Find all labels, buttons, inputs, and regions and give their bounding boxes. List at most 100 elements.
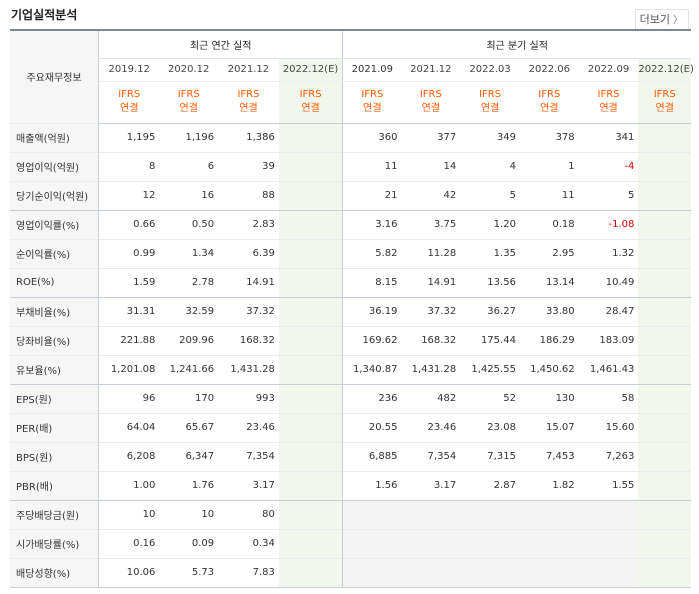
- table-row: PBR(배) 1.00 1.76 3.17 1.56 3.17 2.87 1.82 1.55: [10, 470, 691, 500]
- table-cell: 7,315: [460, 441, 520, 471]
- period-header: 2022.09: [578, 58, 639, 82]
- ifrs-text: IFRS: [237, 89, 260, 100]
- table-cell: 378: [519, 122, 579, 152]
- row-label: EPS(원): [10, 383, 100, 413]
- table-cell: 5.73: [159, 557, 219, 587]
- table-cell: [278, 325, 343, 355]
- table-cell: 0.34: [218, 528, 279, 558]
- consolidated-text: 연결: [655, 103, 674, 114]
- period-header: 2020.12: [159, 58, 219, 82]
- table-cell: 11: [342, 151, 402, 181]
- table-row: 당기순이익(억원) 12 16 88 21 42 5 11 5: [10, 180, 691, 210]
- table-cell: [278, 383, 343, 413]
- table-cell: [578, 528, 639, 558]
- consolidated-text: 연결: [421, 103, 441, 114]
- table-cell: 12: [98, 180, 160, 210]
- table-cell: 5: [578, 180, 639, 210]
- table-cell: [578, 557, 639, 587]
- table-cell: [342, 499, 402, 529]
- consolidated-text: 연결: [239, 103, 258, 114]
- table-cell: [638, 499, 691, 529]
- table-cell: [278, 209, 343, 239]
- table-cell: 14.91: [401, 267, 461, 297]
- table-cell: 20.55: [342, 412, 402, 442]
- table-cell: 1.82: [519, 470, 579, 500]
- table-cell: 168.32: [401, 325, 461, 355]
- section-title: 기업실적분석: [11, 8, 78, 22]
- table-cell: 15.60: [578, 412, 639, 442]
- consolidated-text: 연결: [363, 103, 382, 114]
- table-cell: 52: [460, 383, 520, 413]
- table-cell: [638, 354, 691, 384]
- table-row: ROE(%) 1.59 2.78 14.91 8.15 14.91 13.56 13.14 10…: [10, 267, 691, 297]
- table-cell: 6: [159, 151, 219, 181]
- period-header: 2021.09: [342, 58, 402, 82]
- row-label: 영업이익률(%): [10, 209, 100, 239]
- table-cell: 3.17: [218, 470, 279, 500]
- table-cell: [278, 441, 343, 471]
- ifrs-text: IFRS: [299, 89, 322, 100]
- consolidated-text: 연결: [540, 103, 559, 114]
- table-cell: 14: [401, 151, 461, 181]
- table-cell: 36.19: [342, 296, 402, 326]
- annual-group-header: 최근 연간 실적: [98, 30, 344, 59]
- table-cell: 349: [460, 122, 520, 152]
- table-cell: 39: [218, 151, 279, 181]
- table-cell: [519, 528, 579, 558]
- row-label: 당좌비율(%): [10, 325, 100, 355]
- table-cell: 221.88: [98, 325, 160, 355]
- table-row: 배당성향(%) 10.06 5.73 7.83: [10, 557, 691, 587]
- period-header: 2021.12: [401, 58, 461, 82]
- table-cell: [638, 151, 691, 181]
- table-cell: 1.76: [159, 470, 219, 500]
- row-label: PER(배): [10, 412, 100, 442]
- period-header: 2022.03: [460, 58, 520, 82]
- ifrs-text: IFRS: [653, 89, 676, 100]
- table-cell: 2.83: [218, 209, 279, 239]
- row-label: ROE(%): [10, 267, 100, 297]
- table-row: 부채비율(%) 31.31 32.59 37.32 36.19 37.32 36.27 33.…: [10, 296, 691, 326]
- table-cell: 8: [98, 151, 160, 181]
- table-cell: 1,241.66: [159, 354, 219, 384]
- row-label: 매출액(억원): [10, 122, 100, 152]
- period-header: 2022.12(E): [278, 58, 343, 82]
- ifrs-text: IFRS: [177, 89, 200, 100]
- table-row: 주당배당금(원) 10 10 80: [10, 499, 691, 529]
- table-cell: [638, 296, 691, 326]
- table-cell: 1.56: [342, 470, 402, 500]
- table-cell: 14.91: [218, 267, 279, 297]
- quarter-group-header: 최근 분기 실적: [342, 30, 691, 59]
- table-cell: [638, 412, 691, 442]
- table-cell: 1,425.55: [460, 354, 520, 384]
- table-cell: 21: [342, 180, 402, 210]
- period-header: 2021.12: [218, 58, 279, 82]
- table-cell: 80: [218, 499, 279, 529]
- table-cell: 16: [159, 180, 219, 210]
- table-cell: [401, 528, 461, 558]
- consolidated-text: 연결: [120, 103, 139, 114]
- table-cell: 130: [519, 383, 579, 413]
- table-cell: 23.46: [401, 412, 461, 442]
- table-cell: 32.59: [159, 296, 219, 326]
- table-cell: [342, 557, 402, 587]
- row-label: 당기순이익(억원): [10, 180, 100, 210]
- table-cell: 10: [159, 499, 219, 529]
- table-cell: 1,201.08: [98, 354, 160, 384]
- row-label: 시가배당률(%): [10, 528, 100, 558]
- table-cell: 10: [98, 499, 160, 529]
- table-cell: [401, 557, 461, 587]
- table-cell: [460, 499, 520, 529]
- row-label: BPS(원): [10, 441, 100, 471]
- table-cell: 23.08: [460, 412, 520, 442]
- table-cell: 1.35: [460, 238, 520, 268]
- ifrs-label: IFRS 연결: [460, 81, 520, 124]
- financial-table: 주요재무정보 최근 연간 실적 최근 분기 실적 2019.12 2020.12 2…: [10, 29, 694, 588]
- table-row: EPS(원) 96 170 993 236 482 52 130 58: [10, 383, 691, 413]
- row-label: 영업이익(억원): [10, 151, 100, 181]
- table-cell: 5.82: [342, 238, 402, 268]
- table-cell: 58: [578, 383, 639, 413]
- table-cell: 0.09: [159, 528, 219, 558]
- more-button[interactable]: 더보기 〉: [634, 9, 689, 30]
- table-cell: 2.95: [519, 238, 579, 268]
- table-cell: 1.34: [159, 238, 219, 268]
